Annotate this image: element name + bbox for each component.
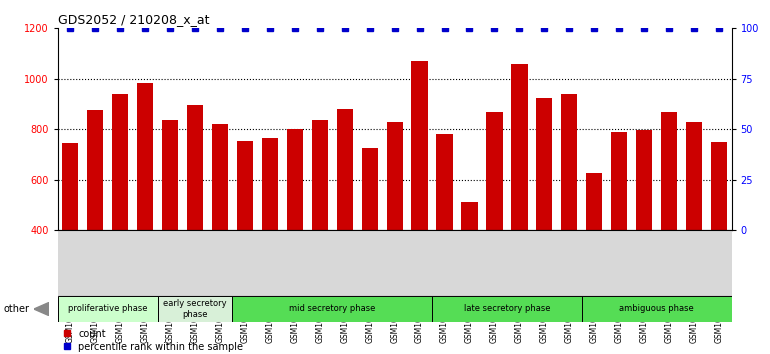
- Bar: [237, 141, 253, 230]
- Text: other: other: [3, 304, 29, 314]
- Bar: [461, 202, 477, 230]
- Bar: [611, 132, 628, 230]
- Bar: [437, 134, 453, 230]
- Bar: [432, 296, 582, 322]
- Bar: [158, 296, 233, 322]
- Text: early secretory
phase: early secretory phase: [163, 299, 227, 319]
- Bar: [411, 61, 427, 230]
- Bar: [62, 143, 79, 230]
- Bar: [387, 122, 403, 230]
- Bar: [511, 64, 527, 230]
- Text: GDS2052 / 210208_x_at: GDS2052 / 210208_x_at: [58, 13, 209, 26]
- Bar: [362, 148, 378, 230]
- Text: late secretory phase: late secretory phase: [464, 304, 551, 313]
- Bar: [536, 98, 552, 230]
- Bar: [711, 142, 727, 230]
- Bar: [661, 112, 678, 230]
- Bar: [336, 109, 353, 230]
- Bar: [262, 138, 278, 230]
- Bar: [58, 296, 158, 322]
- Bar: [162, 120, 178, 230]
- Bar: [686, 122, 702, 230]
- Text: ambiguous phase: ambiguous phase: [619, 304, 694, 313]
- Text: mid secretory phase: mid secretory phase: [289, 304, 376, 313]
- Bar: [586, 173, 602, 230]
- Bar: [312, 120, 328, 230]
- Bar: [187, 105, 203, 230]
- Legend: count, percentile rank within the sample: count, percentile rank within the sample: [62, 329, 243, 352]
- Bar: [582, 296, 732, 322]
- Polygon shape: [34, 302, 49, 316]
- Bar: [87, 110, 103, 230]
- Text: proliferative phase: proliferative phase: [68, 304, 147, 313]
- Bar: [233, 296, 432, 322]
- Bar: [561, 94, 578, 230]
- Bar: [636, 131, 652, 230]
- Bar: [286, 129, 303, 230]
- Bar: [487, 112, 503, 230]
- Bar: [137, 82, 153, 230]
- Bar: [212, 124, 228, 230]
- Bar: [112, 94, 129, 230]
